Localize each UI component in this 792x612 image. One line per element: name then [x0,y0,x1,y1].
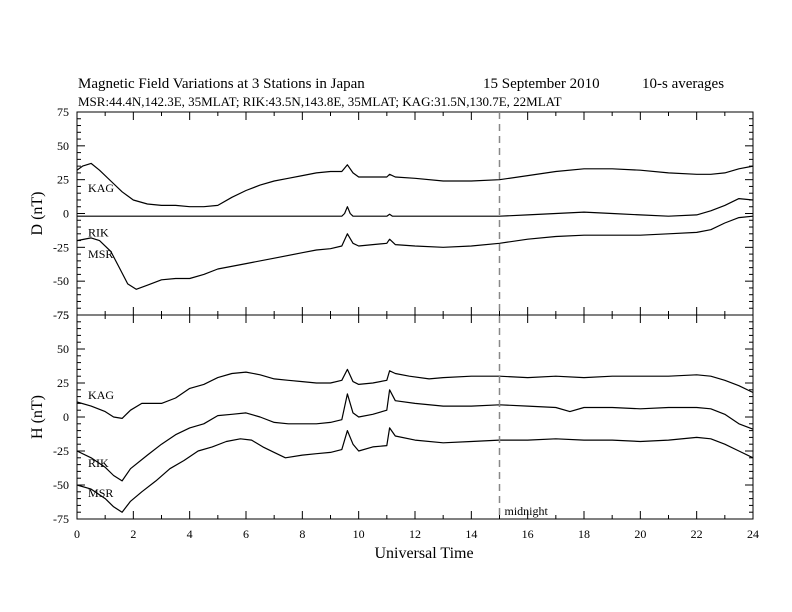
x-tick-label: 24 [747,527,759,541]
y-tick-label: 0 [63,410,69,424]
chart-subtitle: MSR:44.4N,142.3E, 35MLAT; RIK:43.5N,143.… [78,94,562,109]
series-line-rik [77,198,754,217]
y-axis-label-1: H (nT) [29,395,46,439]
series-line-msr [76,215,754,290]
station-label-kag: KAG [88,388,114,402]
chart-date: 15 September 2010 [483,76,600,92]
plot-area: 75 50 25 0 -25 -50 -75 D (nT) KAG RIK MSR 75 50 25 0 -2… [29,105,759,541]
x-axis-label: Universal Time [374,545,473,562]
series-line-kag [76,162,754,208]
y-tick-label: -50 [53,478,69,492]
x-tick-label: 18 [578,527,590,541]
x-tick-label: 10 [353,527,365,541]
x-tick-label: 16 [522,527,534,541]
y-tick-label: 0 [63,207,69,221]
station-label-rik: RIK [88,456,109,470]
midnight-label: midnight [505,504,549,518]
station-label-kag: KAG [88,181,114,195]
y-tick-label: 25 [57,376,69,390]
y-tick-label: 75 [57,308,69,322]
x-tick-label: 14 [465,527,477,541]
station-label-msr: MSR [88,486,113,500]
y-tick-label: -25 [53,240,69,254]
chart-title: Magnetic Field Variations at 3 Stations … [78,76,365,92]
x-tick-label: 4 [187,527,193,541]
y-axis-label-0: D (nT) [29,192,46,236]
station-label-rik: RIK [88,225,109,239]
station-label-msr: MSR [88,247,113,261]
y-tick-label: -75 [53,512,69,526]
x-tick-label: 12 [409,527,421,541]
series-line-rik [76,389,754,482]
y-tick-label: 50 [57,342,69,356]
y-tick-label: 50 [57,139,69,153]
y-tick-label: -25 [53,444,69,458]
x-tick-label: 2 [130,527,136,541]
x-tick-label: 8 [299,527,305,541]
x-tick-label: 0 [74,527,80,541]
y-tick-label: 25 [57,173,69,187]
series-line-kag [76,368,754,419]
y-tick-label: -75 [53,308,69,322]
panel-frame-1 [76,314,754,520]
chart-averaging: 10-s averages [642,76,724,92]
y-tick-label: -50 [53,274,69,288]
x-tick-label: 6 [243,527,249,541]
panel-frame-0 [76,111,754,316]
series-line-msr [76,427,754,513]
y-tick-label: 75 [57,105,69,119]
x-tick-label: 22 [691,527,703,541]
x-tick-label: 20 [634,527,646,541]
